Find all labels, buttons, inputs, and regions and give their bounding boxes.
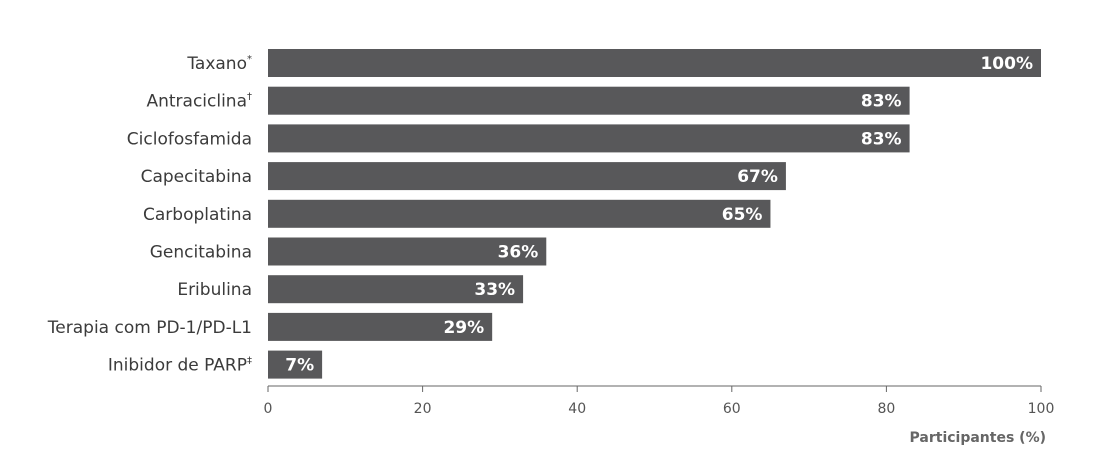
value-label-8: 7% — [285, 356, 314, 376]
category-label-text-2: Ciclofosfamida — [127, 129, 252, 149]
x-tick-label-0: 0 — [264, 401, 273, 417]
bar-6 — [268, 275, 524, 304]
bar-8 — [268, 350, 323, 379]
x-tick-label-4: 80 — [877, 401, 895, 417]
category-label-1: Antraciclina† — [146, 92, 252, 112]
value-label-7: 29% — [443, 318, 484, 338]
value-label-4: 65% — [722, 205, 763, 225]
value-label-0: 100% — [980, 54, 1033, 74]
category-label-6: Eribulina — [177, 280, 252, 300]
category-label-text-6: Eribulina — [177, 280, 252, 300]
value-label-6: 33% — [474, 280, 515, 300]
value-label-1: 83% — [861, 92, 902, 112]
bar-2 — [268, 124, 910, 153]
bar-4 — [268, 199, 771, 228]
category-label-mark-8: ‡ — [247, 356, 252, 367]
category-label-text-4: Carboplatina — [143, 205, 252, 225]
x-axis-title: Participantes (%) — [910, 430, 1046, 446]
category-label-7: Terapia com PD-1/PD-L1 — [47, 318, 252, 338]
category-label-text-8: Inibidor de PARP — [108, 356, 247, 376]
bar-1 — [268, 86, 910, 115]
x-tick-label-3: 60 — [723, 401, 741, 417]
category-label-text-1: Antraciclina — [146, 92, 247, 112]
category-label-3: Capecitabina — [141, 167, 252, 187]
category-label-2: Ciclofosfamida — [127, 129, 252, 149]
category-label-text-3: Capecitabina — [141, 167, 252, 187]
bar-7 — [268, 312, 493, 341]
category-label-text-5: Gencitabina — [150, 243, 252, 263]
category-label-8: Inibidor de PARP‡ — [108, 356, 252, 376]
value-label-2: 83% — [861, 129, 902, 149]
value-label-5: 36% — [498, 243, 539, 263]
category-label-0: Taxano* — [186, 54, 252, 74]
category-label-5: Gencitabina — [150, 243, 252, 263]
bar-0 — [268, 49, 1041, 77]
category-label-4: Carboplatina — [143, 205, 252, 225]
x-tick-label-5: 100 — [1028, 401, 1055, 417]
category-label-text-0: Taxano — [186, 54, 247, 74]
category-label-text-7: Terapia com PD-1/PD-L1 — [47, 318, 252, 338]
x-axis: 0 20 40 60 80 100 — [264, 385, 1055, 417]
x-tick-label-1: 20 — [414, 401, 432, 417]
bar-3 — [268, 162, 786, 191]
bars-group: 100% Taxano* 83% Antraciclina† 83% Ciclofosfa… — [47, 49, 1041, 379]
category-label-mark-1: † — [247, 92, 252, 103]
bar-5 — [268, 237, 547, 266]
x-tick-label-2: 40 — [568, 401, 586, 417]
category-label-mark-0: * — [247, 54, 252, 65]
value-label-3: 67% — [737, 167, 778, 187]
